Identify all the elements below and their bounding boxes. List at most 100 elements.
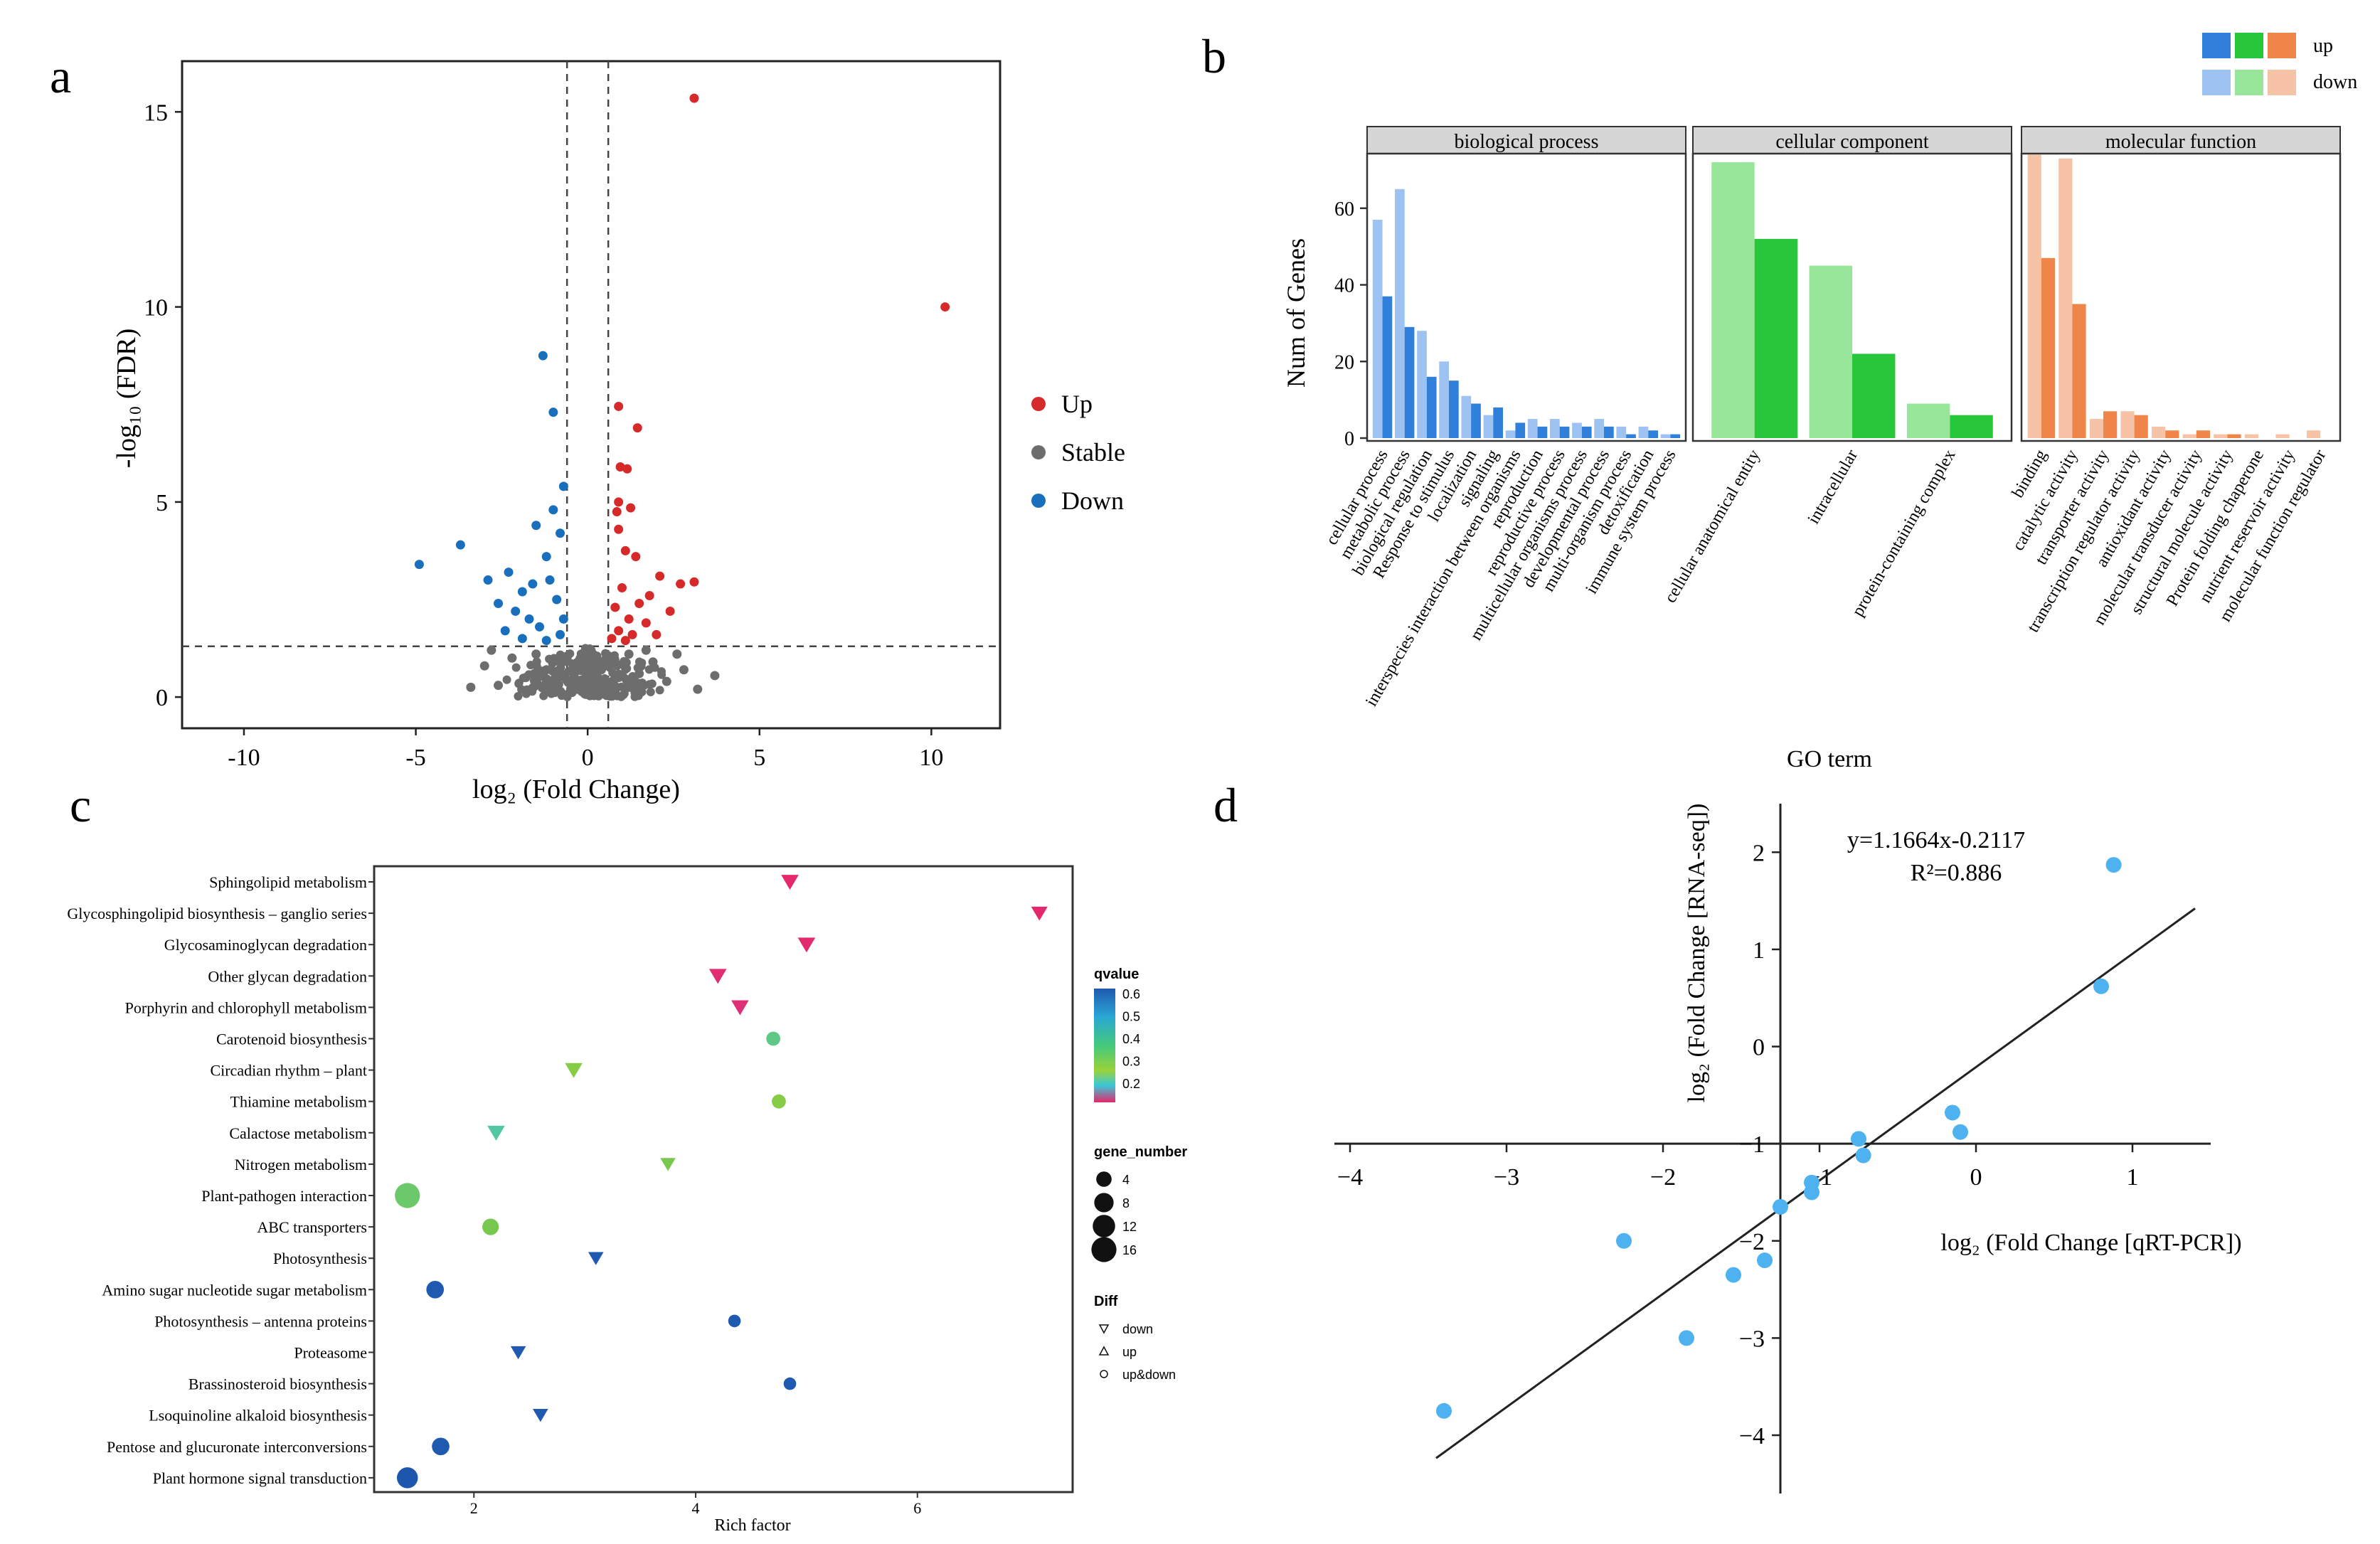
stable-cloud-point [535,672,544,681]
stable-cloud-point [657,670,666,679]
bar-down [1809,265,1852,438]
pathway-label: Carotenoid biosynthesis [216,1031,367,1048]
point-down [487,1125,505,1141]
facet-header [1692,126,2012,154]
qpcr-point [1953,1124,1968,1140]
up-point [652,629,662,639]
up-point [622,464,632,474]
bar-down [2307,430,2321,438]
up-point [655,571,665,581]
bar-up [2072,304,2086,438]
bar-up [1604,426,1614,438]
panel-label-b: b [1202,29,1226,83]
stable-cloud-point [578,656,588,666]
qpcr-point [1436,1402,1452,1419]
qvalue-tick-label: 0.6 [1122,987,1140,1001]
bar-down [1461,395,1472,438]
down-point [556,629,565,639]
bar-down [1372,219,1383,438]
bar-down [1594,419,1604,438]
up-point [631,552,641,562]
x-tick-label: 0 [582,745,594,771]
stable-point [596,665,606,675]
down-point [545,575,555,585]
facet-frame [1366,152,1687,442]
stable-cloud-point [585,644,595,654]
x-tick-label: 1 [2127,1164,2139,1191]
legend-bp-down-swatch [2202,70,2231,95]
diff-label: up [1122,1345,1137,1359]
down-point [552,595,562,605]
down-point [500,626,510,636]
up-point [610,602,620,612]
qvalue-legend-title: qvalue [1094,967,1139,982]
down-point [541,552,551,562]
diff-legend-title: Diff [1094,1294,1118,1309]
down-point [528,579,538,589]
bar-up [1537,426,1548,438]
pathway-label: Sphingolipid metabolism [209,873,367,891]
up-point [634,598,644,608]
y-tick-label: −3 [1739,1326,1765,1352]
stable-cloud-point [522,685,531,694]
bar-down [2058,158,2073,439]
point-down [708,969,727,984]
x-tick-label: 2 [470,1499,478,1517]
diff-label: up&down [1122,1368,1176,1382]
point-down [588,1252,604,1265]
down-point [535,622,545,632]
legend-cc-down-swatch [2235,70,2263,95]
legend-stable-label: Stable [1061,438,1125,467]
up-point [614,401,624,411]
gene-number-label: 12 [1122,1220,1137,1234]
up-point [627,629,637,639]
stable-cloud-point [592,659,601,669]
bar-down [2182,434,2196,438]
legend-down-label: Down [1061,486,1124,515]
go-xlabel: GO term [1787,746,1872,772]
bar-up [1515,422,1526,438]
stable-point [583,688,593,698]
volcano-xlabel: log₂ (Fold Change) [472,774,680,804]
y-tick-label: −2 [1739,1229,1765,1255]
y-tick-label: 1 [1753,937,1765,964]
stable-point [648,657,658,667]
qpcr-ylabel: log₂ (Fold Change [RNA-seq]) [1684,804,1710,1103]
facet-header [2021,126,2341,154]
kegg-bubble-chart: Sphingolipid metabolism Glycosphingolipid… [67,865,1187,1535]
y-tick-label: 5 [156,490,168,516]
legend-cc-up-swatch [2235,33,2263,58]
panel-label-a: a [50,49,71,103]
point-updown [397,1467,418,1489]
qpcr-point [1616,1232,1632,1249]
up-point [665,606,675,616]
stable-cloud-point [621,665,630,674]
bar-down [2027,154,2041,439]
point-down [660,1158,676,1171]
stable-cloud-point [511,663,521,672]
bar-down [2214,434,2228,438]
down-point [548,408,558,417]
stable-point [624,649,634,659]
stable-point [603,657,613,667]
panel-label-c: c [70,778,91,832]
kegg-xlabel: Rich factor [714,1516,790,1535]
bar-down [1527,419,1538,438]
down-point [531,521,541,531]
y-tick-label: 10 [144,295,168,321]
stable-cloud-point [619,690,628,699]
point-updown [395,1183,420,1208]
point-down [797,937,816,953]
x-tick-label: 10 [919,745,943,771]
pathway-label: ABC transporters [257,1218,367,1236]
y-tick-label: −4 [1739,1423,1765,1449]
gene-number-swatch [1094,1193,1114,1213]
stable-cloud-point [556,650,565,659]
bar-up [2134,415,2148,438]
qpcr-point [2105,857,2122,873]
qvalue-tick-label: 0.4 [1122,1032,1140,1046]
qvalue-colorbar [1094,989,1115,1102]
bar-up [1426,376,1437,438]
